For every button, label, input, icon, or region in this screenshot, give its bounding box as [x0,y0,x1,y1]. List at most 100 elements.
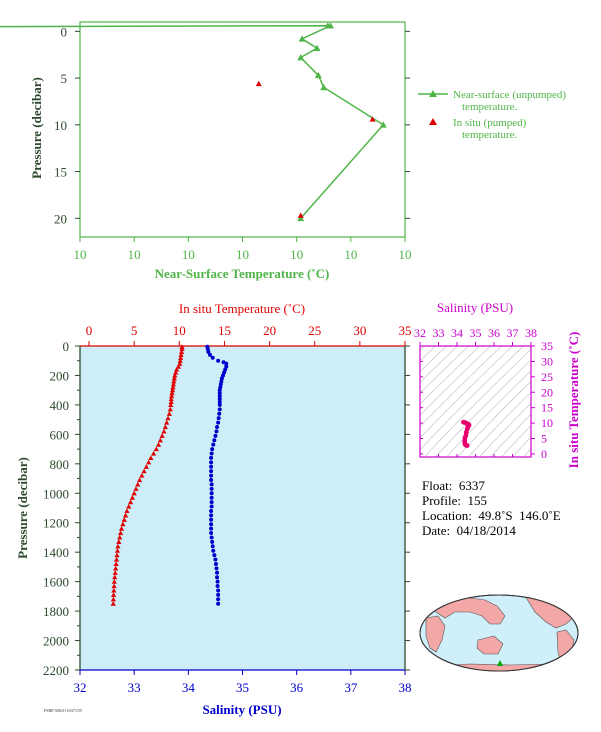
main-y-tick-label: 2000 [43,634,69,649]
float-info-block: Float: 6337 Profile: 155 Location: 49.8˚… [422,478,561,538]
density-contour [420,346,436,362]
ts-x-axis-label: Salinity (PSU) [437,300,513,315]
float-location-marker [497,660,503,666]
main-temperature-ticks: 0 5 10 15 20 25 30 35 [86,323,412,346]
legend-marker-in-situ [429,118,437,125]
ts-y-tick-label: 25 [541,370,553,384]
temperature-point [115,543,121,549]
salinity-point [215,425,220,429]
main-temp-tick-label: 5 [131,323,138,338]
temperature-point [111,579,117,584]
salinity-point [215,579,220,584]
near-surface-point [297,54,305,61]
legend-marker-near-surface [429,90,437,97]
temperature-point [124,508,130,514]
salinity-point [209,451,214,456]
near-surface-point [379,121,387,128]
temperature-point [155,442,162,447]
salinity-point [214,429,219,434]
salinity-profile-series [205,344,229,606]
temperature-point [139,473,145,478]
temperature-point [170,384,176,390]
salinity-point [217,407,222,412]
temperature-point [175,364,182,369]
ts-y-tick-label: 30 [541,354,553,368]
map-outline [419,594,579,672]
temperature-point [167,406,173,412]
main-salinity-ticks: 32 33 34 35 36 37 38 [74,670,412,695]
salinity-point [209,526,214,531]
main-y-ticks: 0 200 400 600 800 1000 1200 1400 1600 1800 2000 220… [43,339,410,678]
salinity-point [208,352,212,357]
salinity-point [206,349,211,354]
salinity-point [209,469,214,474]
salinity-point [209,535,214,540]
near-surface-series [0,22,387,222]
salinity-point [217,402,222,407]
density-contour [446,370,531,457]
near-surface-legend: Near-surface (unpumped) temperature. In … [418,89,566,141]
land-africa [425,615,446,653]
density-contour [479,402,531,457]
salinity-point [212,438,217,443]
main-y-tick-label: 800 [50,457,70,472]
ns-y-tick-label: 15 [54,165,67,180]
temperature-point [111,583,117,589]
temperature-point [113,565,119,571]
main-temp-tick-label: 10 [173,323,186,338]
salinity-point [217,391,222,396]
salinity-point [209,517,214,522]
ts-x-tick-label: 34 [451,326,463,340]
main-y-tick-label: 0 [63,339,70,354]
salinity-point [215,584,220,589]
density-contour [420,346,513,439]
temperature-point [120,521,126,527]
temperature-point [129,495,135,500]
temperature-point [173,366,180,372]
temperature-point [146,459,152,465]
density-contour [457,380,531,457]
salinity-point [217,399,222,404]
ts-x-tick-label: 33 [433,326,445,340]
temperature-point [126,503,132,509]
ns-y-tick-label: 20 [54,211,67,226]
temperature-profile-series [110,344,185,606]
main-temp-tick-label: 20 [263,323,276,338]
temperature-point [135,481,141,487]
temperature-point [122,512,129,518]
density-contour [512,436,531,457]
near-surface-plot-frame [79,21,406,238]
density-contour [468,391,531,457]
ts-x-tick-label: 38 [525,326,537,340]
footer-code: FSRP/ARGO 6337/155 [44,708,82,713]
salinity-point [209,508,214,513]
near-surface-y-axis-label: Pressure (decibar) [29,77,44,179]
salinity-point [209,460,214,465]
main-y-tick-label: 1000 [43,486,69,501]
in-situ-point [255,80,262,87]
salinity-point [209,464,214,469]
ts-density-contours [420,346,531,457]
main-plot-background [80,346,405,670]
temperature-point [141,468,147,474]
temperature-point [177,358,183,363]
density-contour [490,413,531,457]
temperature-point [169,393,175,399]
main-sal-tick-label: 32 [74,680,87,695]
salinity-point [213,557,218,562]
main-sal-tick-label: 38 [399,680,412,695]
near-surface-point [313,44,321,51]
location-text: Location: 49.8˚S 146.0˚E [422,508,561,523]
ns-y-tick-label: 0 [61,24,68,39]
temperature-point [153,446,159,452]
world-map [419,594,579,672]
near-surface-point [327,22,335,29]
temperature-point [159,433,165,438]
temperature-point [114,548,121,553]
temperature-point [121,517,127,522]
temperature-point [117,534,123,540]
temperature-point [178,352,184,357]
salinity-point [209,513,214,518]
